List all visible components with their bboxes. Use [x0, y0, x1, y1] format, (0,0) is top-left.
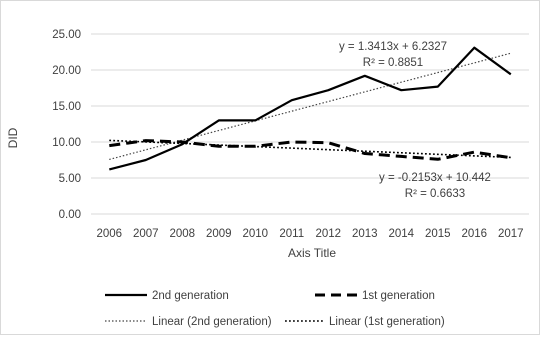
series-line-2nd-generation — [109, 46, 512, 171]
trendline-2nd-r2: R² = 0.8851 — [363, 57, 423, 69]
y-tick-label: 10.00 — [52, 137, 81, 149]
trendline-1st-r2: R² = 0.6633 — [405, 188, 465, 200]
y-tick-label: 5.00 — [59, 173, 81, 185]
x-tick-label: 2006 — [96, 228, 122, 240]
legend-label-linear-2nd-generation: Linear (2nd generation) — [152, 316, 272, 328]
x-tick-label: 2007 — [133, 228, 159, 240]
x-tick-label: 2010 — [242, 228, 268, 240]
y-axis-label: DID — [6, 127, 20, 148]
y-tick-label: 20.00 — [52, 65, 81, 77]
x-tick-label: 2013 — [352, 228, 378, 240]
x-tick-label: 2016 — [461, 228, 487, 240]
x-tick-labels: 2006 2007 2008 2009 2010 2011 2012 2013 2014 2015… — [96, 228, 523, 240]
trendline-1st-generation — [109, 139, 511, 159]
trendlines — [109, 52, 511, 161]
series-lines — [109, 46, 512, 171]
y-tick-label: 25.00 — [52, 29, 81, 41]
x-tick-label: 2015 — [425, 228, 451, 240]
x-tick-label: 2008 — [169, 228, 195, 240]
x-tick-label: 2014 — [388, 228, 414, 240]
legend: 2nd generation 1st generation Linear (2n… — [105, 290, 445, 328]
y-tick-labels: 0.00 5.00 10.00 15.00 20.00 25.00 — [52, 29, 81, 221]
legend-label-2nd-generation: 2nd generation — [152, 290, 229, 302]
x-tick-label: 2012 — [315, 228, 341, 240]
x-tick-label: 2011 — [279, 228, 304, 240]
legend-label-linear-1st-generation: Linear (1st generation) — [329, 316, 445, 328]
x-tick-label: 2009 — [206, 228, 232, 240]
x-axis-label: Axis Title — [288, 246, 336, 260]
trendline-2nd-equation: y = 1.3413x + 6.2327 — [339, 41, 447, 53]
legend-label-1st-generation: 1st generation — [362, 290, 435, 302]
y-tick-label: 15.00 — [52, 101, 81, 113]
trendline-1st-equation: y = -0.2153x + 10.442 — [379, 172, 491, 184]
trendline-2nd-generation — [109, 52, 511, 161]
x-tick-label: 2017 — [498, 228, 524, 240]
y-tick-label: 0.00 — [59, 209, 81, 221]
